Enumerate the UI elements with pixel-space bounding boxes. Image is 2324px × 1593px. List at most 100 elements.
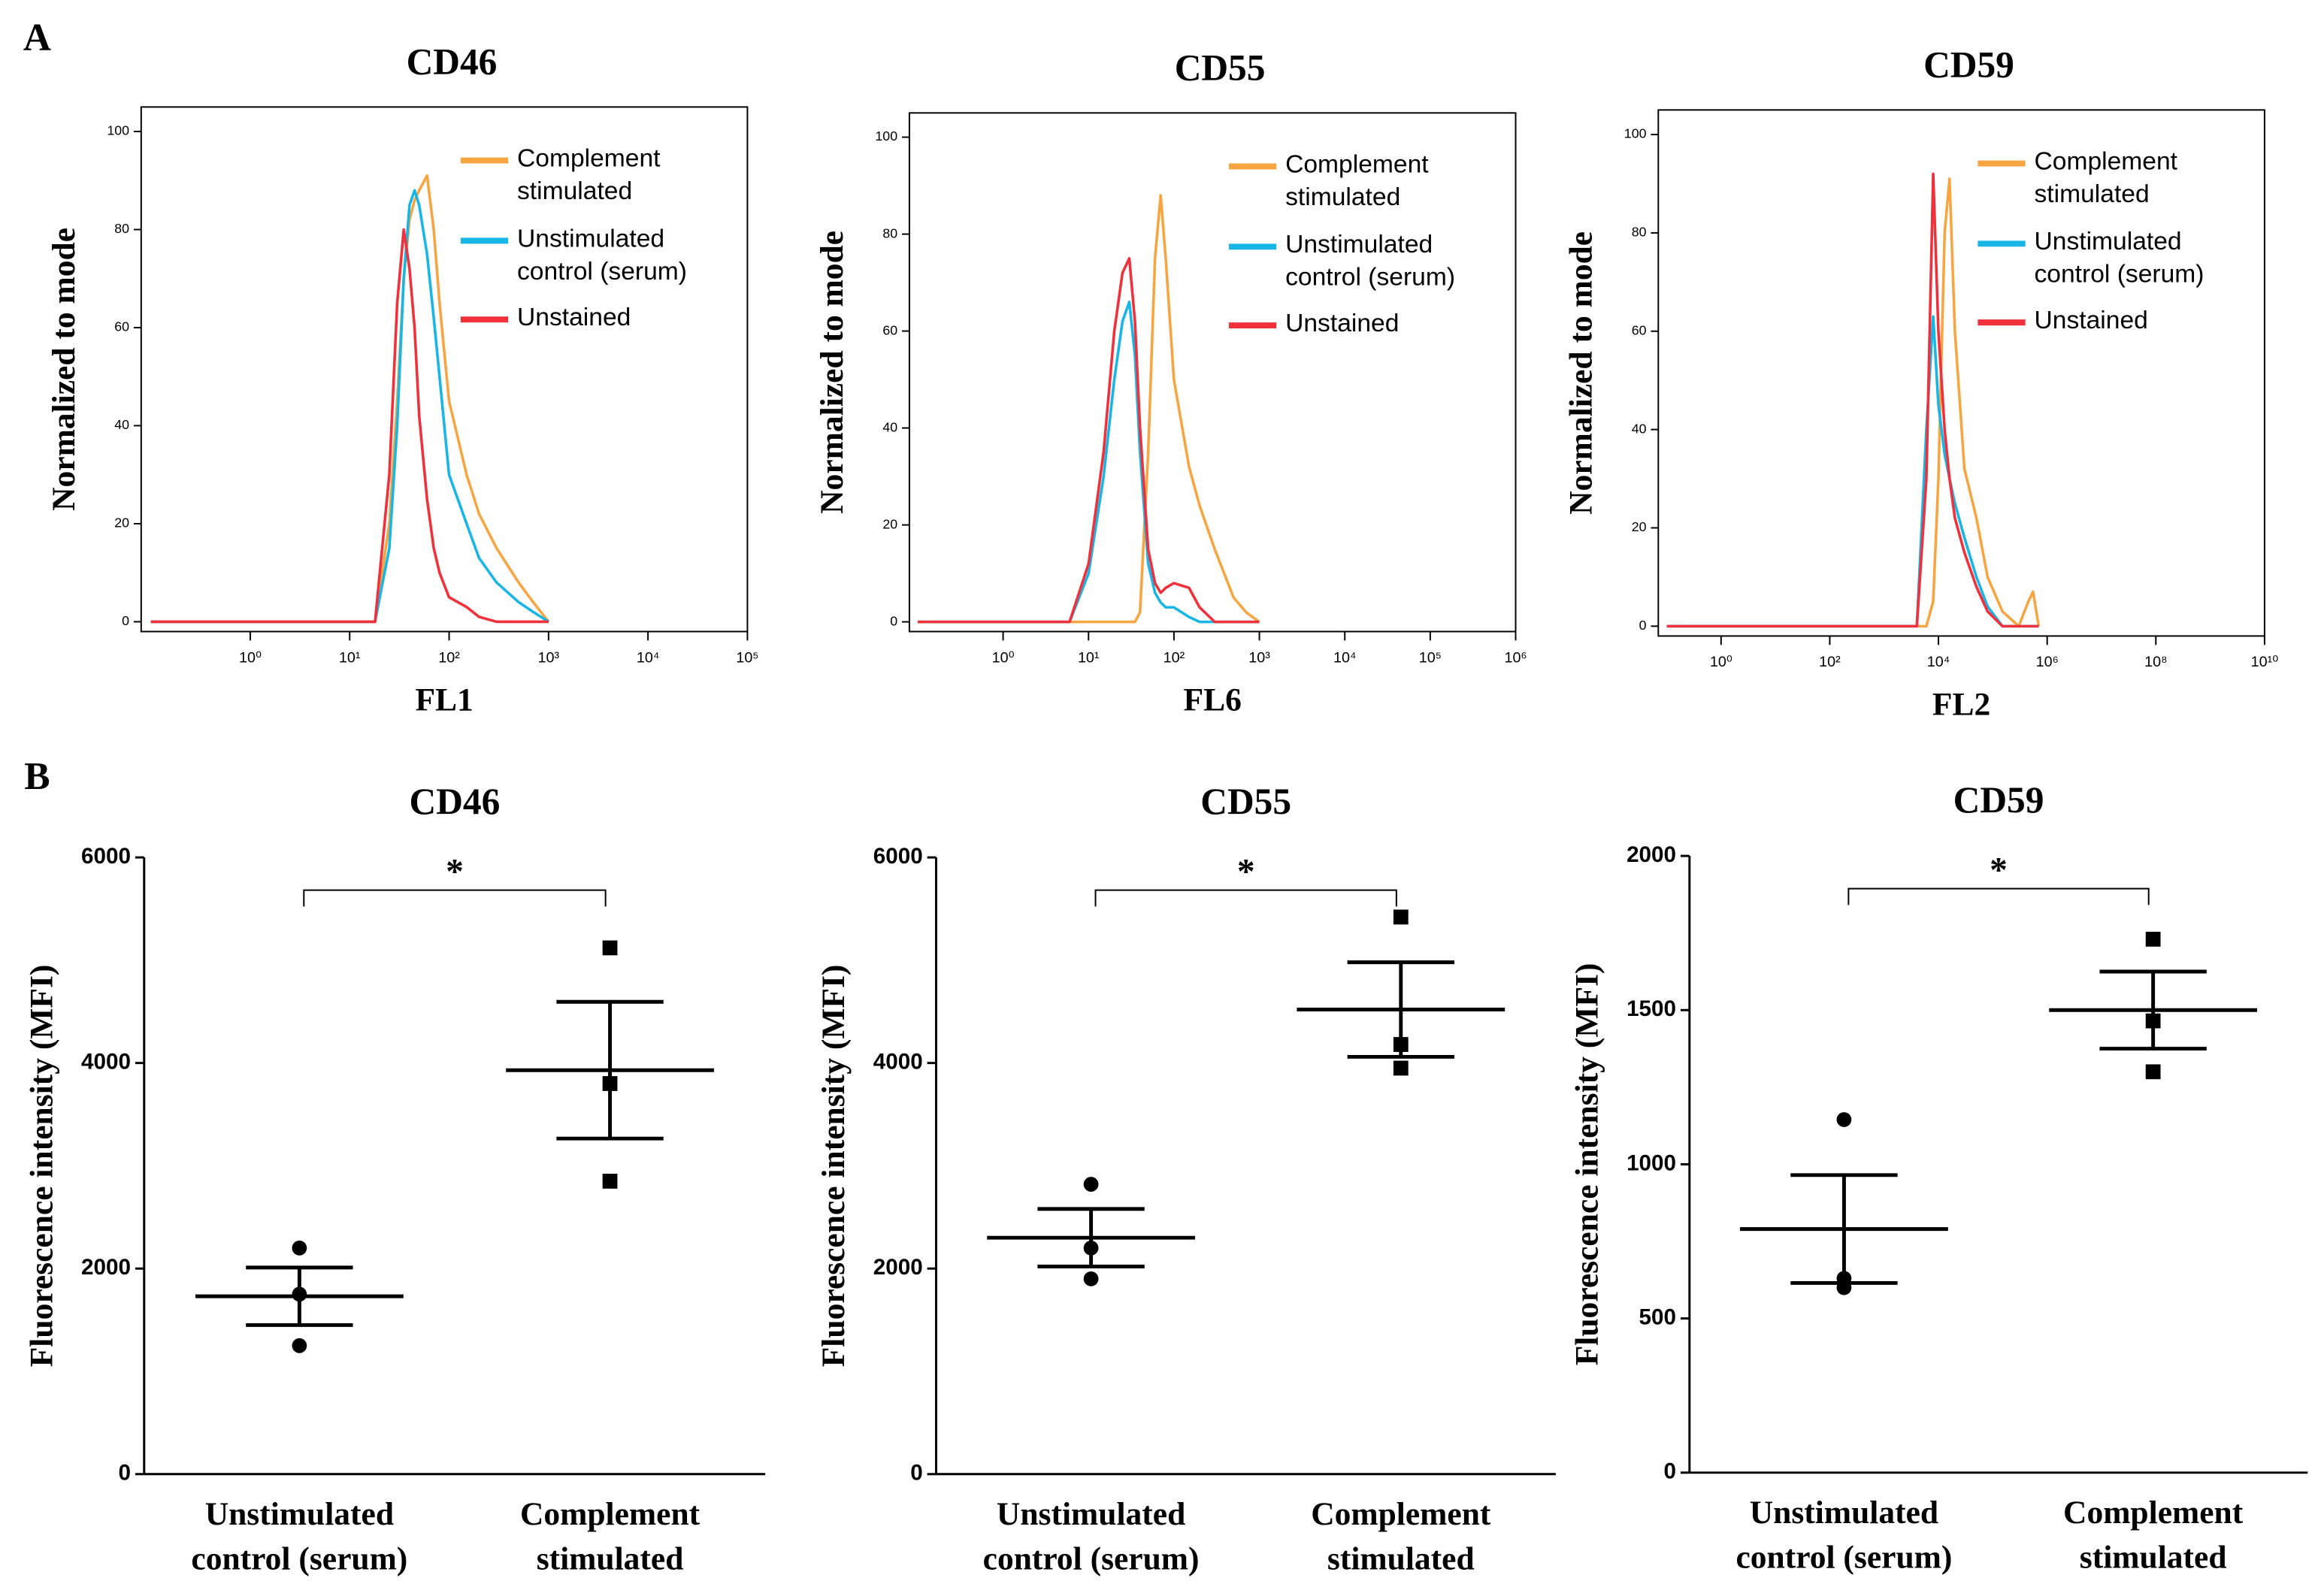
x-tick-label: 10⁵ <box>1419 649 1442 666</box>
y-tick-label: 4000 <box>81 1049 131 1074</box>
legend-label: Unstained <box>1285 309 1400 337</box>
y-tick-label: 1500 <box>1626 996 1676 1021</box>
chart-title: CD55 <box>1200 781 1291 822</box>
y-axis-title: Fluorescence intensity (MFI) <box>816 965 852 1368</box>
series-line <box>917 301 1260 624</box>
x-tick-label: 10⁰ <box>1710 654 1732 670</box>
series-line <box>917 194 1260 624</box>
data-point <box>1083 1240 1099 1256</box>
y-tick-label: 100 <box>1624 126 1647 141</box>
y-tick-label: 40 <box>1632 421 1647 436</box>
x-tick-label: 10² <box>438 649 460 666</box>
y-tick-label: 4000 <box>873 1049 923 1074</box>
x-axis-title: FL1 <box>415 682 473 718</box>
x-tick-label: Unstimulated control (serum) <box>982 1495 1200 1577</box>
data-point <box>292 1240 307 1256</box>
y-axis-title: Normalized to mode <box>1563 231 1599 515</box>
x-tick-label: 10¹⁰ <box>2251 654 2279 670</box>
x-axis-title: FL2 <box>1932 686 1990 722</box>
data-point <box>1836 1280 1852 1295</box>
data-point <box>2145 1064 2161 1080</box>
series-line <box>150 228 549 624</box>
x-tick-label: 10⁸ <box>2144 654 2167 670</box>
series-line <box>1666 177 2041 628</box>
chart-title: CD55 <box>1175 47 1266 88</box>
y-tick-label: 60 <box>1632 322 1647 337</box>
y-tick-label: 2000 <box>1626 842 1676 867</box>
chart-title: CD46 <box>410 781 501 822</box>
y-tick-label: 6000 <box>873 844 923 869</box>
x-tick-label: Complement stimulated <box>2063 1493 2244 1576</box>
data-point <box>1836 1112 1852 1127</box>
legend-label: Complement stimulated <box>516 144 661 205</box>
data-point <box>602 1174 618 1189</box>
x-tick-label: 10⁴ <box>637 649 659 666</box>
x-tick-label: 10⁴ <box>1333 649 1356 666</box>
x-axis-title: FL6 <box>1184 682 1242 718</box>
data-point <box>1083 1271 1099 1286</box>
x-tick-label: 10¹ <box>339 649 361 666</box>
series-line <box>150 189 549 624</box>
y-tick-label: 2000 <box>81 1255 131 1280</box>
panel-label: A <box>23 17 51 59</box>
x-tick-label: Complement stimulated <box>519 1495 701 1577</box>
y-tick-label: 0 <box>122 613 129 628</box>
y-tick-label: 20 <box>882 516 897 531</box>
data-point <box>602 1076 618 1091</box>
chart-title: CD59 <box>1953 779 2044 821</box>
legend-label: Unstained <box>2034 306 2148 334</box>
plot-frame <box>908 112 1517 633</box>
x-tick-label: 10⁶ <box>2036 654 2059 670</box>
y-tick-label: 500 <box>1639 1304 1676 1329</box>
y-tick-label: 60 <box>882 322 897 337</box>
y-tick-label: 20 <box>114 515 129 530</box>
x-tick-label: Unstimulated control (serum) <box>191 1495 408 1577</box>
data-point <box>1393 1060 1409 1076</box>
data-point <box>2145 932 2161 947</box>
y-axis-title: Fluorescence intensity (MFI) <box>23 965 59 1368</box>
series-line <box>150 174 550 624</box>
y-tick-label: 20 <box>1632 519 1647 534</box>
y-tick-label: 2000 <box>873 1255 923 1280</box>
x-tick-label: 10⁴ <box>1927 654 1950 670</box>
y-tick-label: 60 <box>114 319 129 334</box>
plot-frame <box>1657 109 2265 637</box>
x-tick-label: 10¹ <box>1078 649 1100 666</box>
x-tick-label: 10² <box>1819 654 1841 670</box>
significance-label: * <box>1990 851 2008 890</box>
y-tick-label: 0 <box>890 613 897 628</box>
x-tick-label: 10³ <box>1248 649 1270 666</box>
legend-label: Unstained <box>516 303 631 332</box>
chart-title: CD59 <box>1923 44 2014 85</box>
significance-bracket <box>1094 889 1397 907</box>
y-tick-label: 80 <box>1632 225 1647 240</box>
y-tick-label: 40 <box>882 419 897 434</box>
significance-bracket <box>1847 887 2150 905</box>
x-tick-label: 10⁰ <box>239 649 262 666</box>
data-point <box>602 940 618 956</box>
y-tick-label: 80 <box>114 221 129 236</box>
x-tick-label: 10³ <box>538 649 560 666</box>
chart-title: CD46 <box>407 41 498 82</box>
legend-label: Complement stimulated <box>2034 147 2178 208</box>
legend-label: Unstimulated control (serum) <box>2034 227 2204 289</box>
significance-bracket <box>303 889 607 907</box>
data-point <box>292 1338 307 1353</box>
y-tick-label: 80 <box>882 225 897 240</box>
x-tick-label: Complement stimulated <box>1311 1495 1491 1577</box>
data-point <box>1393 1037 1409 1052</box>
y-tick-label: 0 <box>118 1461 130 1486</box>
y-tick-label: 0 <box>1639 618 1647 633</box>
plot-frame <box>140 106 749 633</box>
x-tick-label: Unstimulated control (serum) <box>1735 1493 1953 1576</box>
y-axis-title: Fluorescence intensity (MFI) <box>1569 963 1605 1366</box>
y-tick-label: 0 <box>1664 1459 1676 1484</box>
y-tick-label: 1000 <box>1626 1150 1676 1175</box>
x-tick-label: 10⁵ <box>736 649 758 666</box>
y-axis-title: Normalized to mode <box>814 231 850 514</box>
legend-label: Complement stimulated <box>1285 150 1429 211</box>
legend-label: Unstimulated control (serum) <box>516 224 687 286</box>
significance-label: * <box>446 853 464 892</box>
